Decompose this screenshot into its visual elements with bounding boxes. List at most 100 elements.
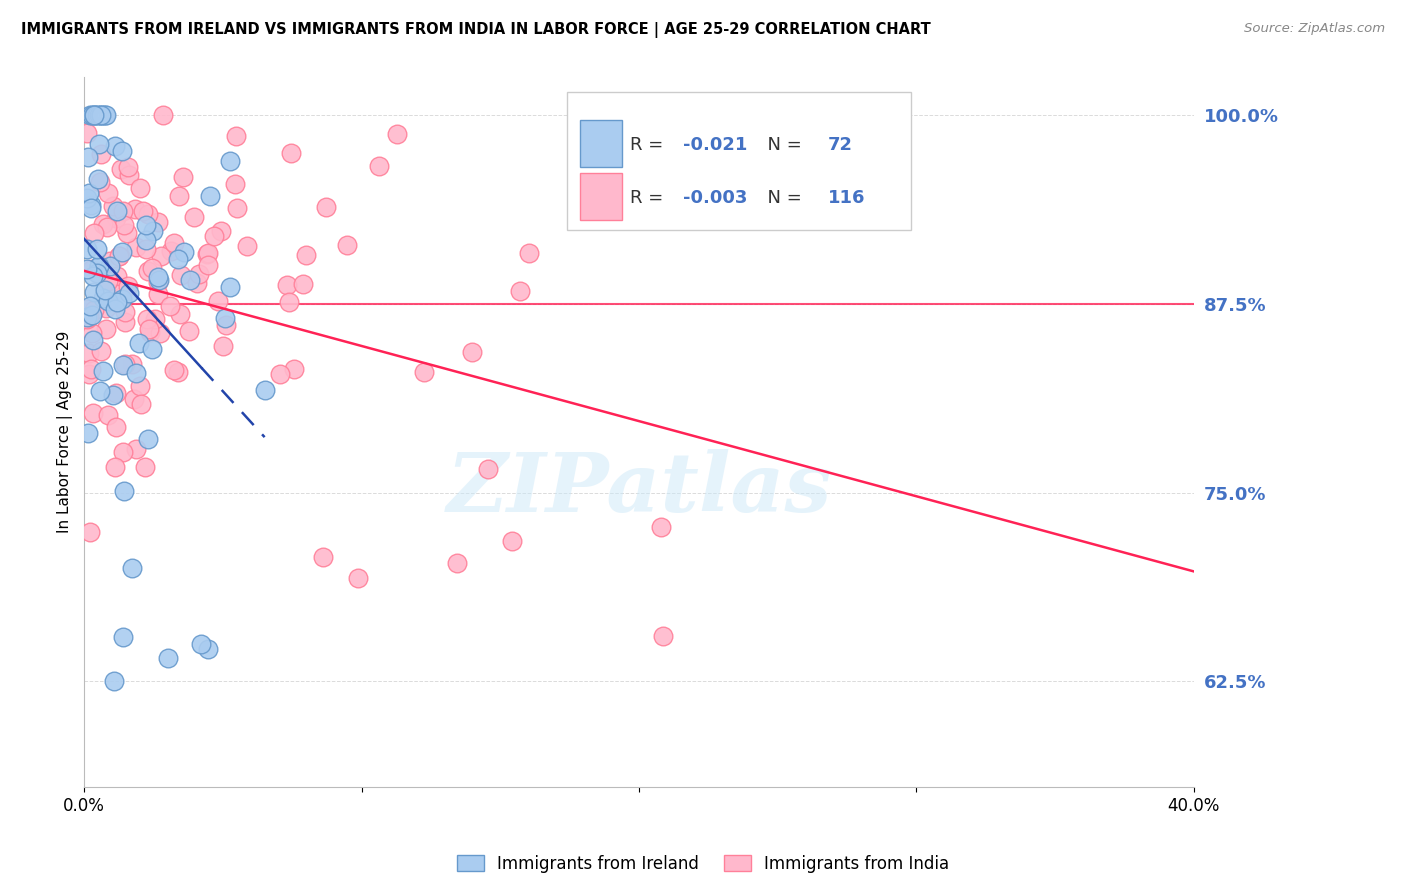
Point <box>89 259 111 273</box>
Point <box>94 301 117 315</box>
Point <box>291 277 314 292</box>
Point <box>103 674 125 689</box>
Point <box>105 420 128 434</box>
Text: 116: 116 <box>828 188 865 207</box>
Point <box>146 276 169 290</box>
Point <box>91 292 114 306</box>
Text: 72: 72 <box>828 136 852 154</box>
Point <box>76 261 98 276</box>
Point <box>167 252 190 267</box>
Point <box>159 299 181 313</box>
Point <box>278 295 301 310</box>
Point <box>294 248 316 262</box>
Point <box>138 321 160 335</box>
Point <box>80 308 103 322</box>
Point <box>197 641 219 656</box>
Point <box>87 108 110 122</box>
Point <box>105 386 128 401</box>
Point <box>87 171 110 186</box>
Point <box>215 318 238 332</box>
Point <box>83 108 105 122</box>
Point <box>77 345 100 359</box>
Point <box>104 459 127 474</box>
Point <box>77 186 100 201</box>
Point <box>460 345 482 359</box>
Point <box>312 549 335 564</box>
Point <box>143 312 166 326</box>
Point <box>84 108 107 122</box>
Point <box>105 295 128 310</box>
Point <box>97 408 120 422</box>
Point <box>117 227 139 241</box>
Point <box>253 383 276 397</box>
Point <box>94 283 117 297</box>
Point <box>146 287 169 301</box>
Text: R =: R = <box>630 188 669 207</box>
Point <box>650 519 672 533</box>
Point <box>121 357 143 371</box>
Point <box>141 260 163 275</box>
Point <box>105 211 128 226</box>
Point <box>82 333 104 347</box>
Point <box>283 362 305 376</box>
Point <box>173 244 195 259</box>
Point <box>280 146 302 161</box>
Point <box>190 637 212 651</box>
Point <box>87 260 110 274</box>
Point <box>235 239 257 253</box>
Point <box>90 147 112 161</box>
Point <box>105 204 128 219</box>
Point <box>129 181 152 195</box>
Point <box>86 108 108 122</box>
Point <box>111 359 134 373</box>
Point <box>76 150 98 164</box>
Point <box>136 263 159 277</box>
Text: R =: R = <box>630 136 669 154</box>
Point <box>90 108 112 122</box>
Point <box>110 290 132 304</box>
FancyBboxPatch shape <box>567 92 911 230</box>
Point <box>276 277 298 292</box>
FancyBboxPatch shape <box>581 173 623 219</box>
Point <box>139 325 162 339</box>
Point <box>79 108 101 122</box>
Point <box>108 250 131 264</box>
Point <box>446 556 468 570</box>
Point <box>202 228 225 243</box>
Point <box>114 305 136 319</box>
Point <box>89 175 111 189</box>
Point <box>509 284 531 298</box>
Point <box>152 108 174 122</box>
Point <box>129 379 152 393</box>
Point <box>218 280 240 294</box>
Point <box>146 269 169 284</box>
Point <box>169 307 191 321</box>
Text: IMMIGRANTS FROM IRELAND VS IMMIGRANTS FROM INDIA IN LABOR FORCE | AGE 25-29 CORR: IMMIGRANTS FROM IRELAND VS IMMIGRANTS FR… <box>21 22 931 38</box>
Point <box>98 254 121 268</box>
Point <box>651 629 673 643</box>
Point <box>112 218 135 232</box>
Legend: Immigrants from Ireland, Immigrants from India: Immigrants from Ireland, Immigrants from… <box>450 848 956 880</box>
Point <box>76 242 98 256</box>
Point <box>98 259 121 273</box>
Point <box>121 561 143 575</box>
Point <box>118 168 141 182</box>
Point <box>124 366 146 380</box>
Point <box>111 293 134 307</box>
Point <box>76 302 98 317</box>
Point <box>77 425 100 440</box>
Point <box>105 287 128 301</box>
Point <box>89 384 111 399</box>
Point <box>103 199 125 213</box>
Point <box>224 177 246 191</box>
Point <box>83 226 105 240</box>
Point <box>104 139 127 153</box>
Point <box>477 462 499 476</box>
Point <box>110 161 132 176</box>
Point <box>105 268 128 283</box>
Point <box>219 154 242 169</box>
Point <box>125 240 148 254</box>
Point <box>207 293 229 308</box>
Point <box>108 249 131 263</box>
Text: -0.003: -0.003 <box>683 188 748 207</box>
